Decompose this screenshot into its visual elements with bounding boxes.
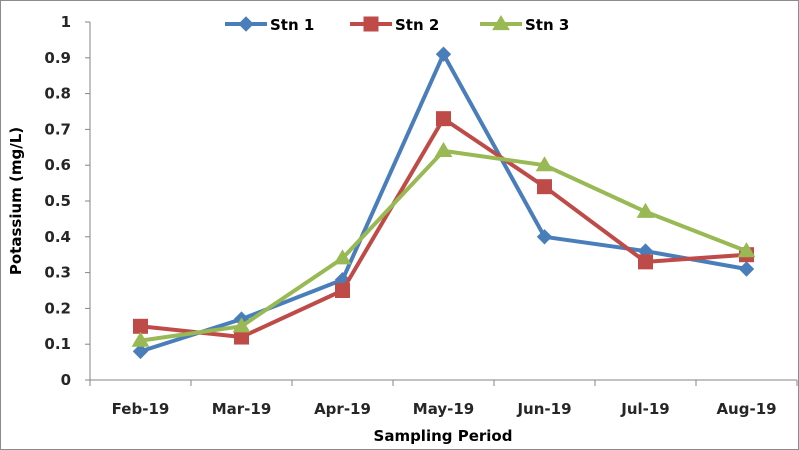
x-tick-label: Jun-19 bbox=[516, 400, 571, 418]
series-3 bbox=[131, 141, 756, 347]
data-point-marker bbox=[536, 229, 553, 245]
series-line bbox=[139, 52, 747, 354]
y-tick-label: 0.9 bbox=[44, 49, 71, 67]
data-point-marker bbox=[434, 141, 453, 157]
legend-item: Stn 3 bbox=[480, 15, 569, 34]
legend-marker bbox=[492, 15, 510, 31]
y-tick-label: 0.5 bbox=[44, 192, 71, 210]
data-point-marker bbox=[636, 202, 655, 218]
data-point-marker bbox=[133, 318, 148, 334]
data-point-marker bbox=[333, 249, 352, 265]
legend-label: Stn 1 bbox=[270, 16, 314, 34]
data-point-marker bbox=[537, 179, 552, 195]
x-tick-label: Feb-19 bbox=[112, 400, 170, 418]
x-tick-labels: Feb-19 Mar-19 Apr-19 May-19 Jun-19 Jul-19 Aug-… bbox=[112, 400, 777, 418]
y-tick-label: 0.2 bbox=[44, 299, 71, 317]
legend-label: Stn 2 bbox=[395, 16, 439, 34]
legend-marker bbox=[363, 16, 379, 32]
data-point-marker bbox=[737, 242, 756, 258]
y-tick-label: 1 bbox=[61, 13, 71, 31]
x-tick-label: Jul-19 bbox=[620, 400, 670, 418]
data-point-marker bbox=[535, 156, 554, 172]
series-layer bbox=[131, 46, 756, 360]
legend-item: Stn 1 bbox=[225, 16, 314, 34]
x-tick-label: Aug-19 bbox=[716, 400, 776, 418]
data-point-marker bbox=[131, 331, 150, 347]
x-tick-label: Apr-19 bbox=[314, 400, 371, 418]
data-point-marker bbox=[232, 317, 251, 333]
data-point-marker bbox=[435, 46, 452, 62]
legend-label: Stn 3 bbox=[525, 16, 569, 34]
y-tick-label: 0 bbox=[61, 371, 71, 389]
y-axis-title: Potassium (mg/L) bbox=[7, 127, 25, 275]
x-tick-label: Mar-19 bbox=[212, 400, 272, 418]
data-point-marker bbox=[335, 283, 350, 298]
data-point-marker bbox=[132, 343, 149, 360]
data-point-marker bbox=[436, 111, 451, 127]
series-1 bbox=[132, 46, 755, 360]
legend-item: Stn 2 bbox=[350, 16, 439, 34]
y-tick-labels: 0 0.1 0.2 0.3 0.4 0.5 0.6 0.7 0.8 0.9 1 bbox=[44, 13, 71, 389]
x-tick-label: May-19 bbox=[413, 400, 474, 418]
y-tick-label: 0.3 bbox=[44, 264, 71, 282]
y-tick-label: 0.6 bbox=[44, 156, 71, 174]
data-point-marker bbox=[638, 254, 653, 270]
data-point-marker bbox=[738, 261, 755, 277]
legend: Stn 1 Stn 2 Stn 3 bbox=[225, 15, 569, 34]
series-line bbox=[140, 148, 748, 343]
legend-marker bbox=[238, 16, 254, 32]
axes bbox=[85, 21, 798, 386]
y-tick-label: 0.1 bbox=[44, 335, 71, 353]
y-tick-label: 0.7 bbox=[44, 120, 71, 138]
y-tick-label: 0.4 bbox=[44, 228, 71, 246]
y-tick-label: 0.8 bbox=[44, 85, 71, 103]
x-axis-title: Sampling Period bbox=[374, 427, 513, 445]
